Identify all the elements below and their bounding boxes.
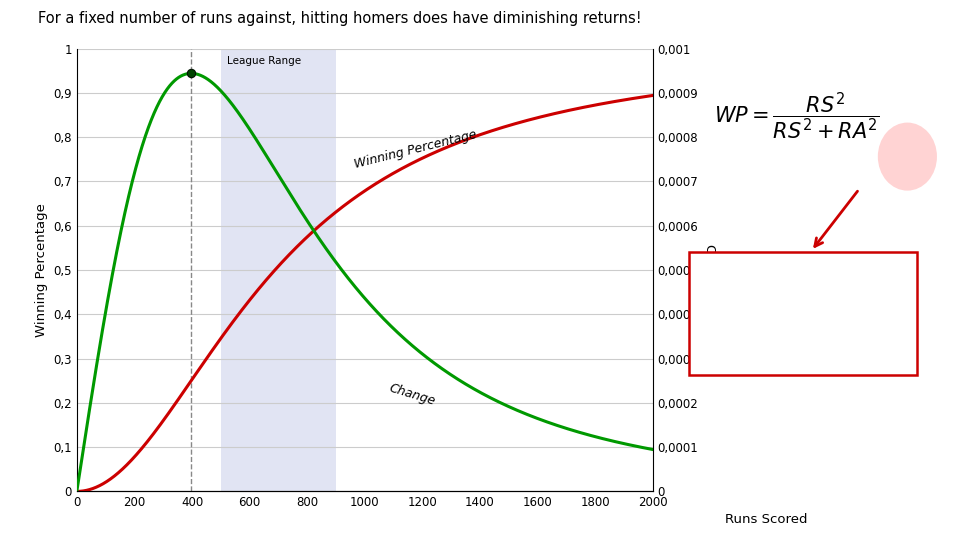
Text: Runs Scored: Runs Scored xyxy=(725,513,807,526)
Text: Change: Change xyxy=(388,382,438,408)
Bar xyxy=(221,49,336,491)
Y-axis label: Winning Percentage: Winning Percentage xyxy=(35,203,48,337)
Text: League Range: League Range xyxy=(227,56,300,66)
Text: league average: league average xyxy=(706,312,825,327)
Text: In 2015, the: In 2015, the xyxy=(706,277,798,292)
Ellipse shape xyxy=(877,123,937,191)
FancyBboxPatch shape xyxy=(688,252,917,375)
Text: was 688: was 688 xyxy=(706,347,769,362)
Y-axis label: Change: Change xyxy=(702,245,715,295)
Text: $\mathit{WP} = \dfrac{\mathit{RS}^2}{\mathit{RS}^2 + \mathit{RA}^2}$: $\mathit{WP} = \dfrac{\mathit{RS}^2}{\ma… xyxy=(714,90,879,142)
Text: For a fixed number of runs against, hitting homers does have diminishing returns: For a fixed number of runs against, hitt… xyxy=(38,11,642,26)
Text: Winning Percentage: Winning Percentage xyxy=(353,128,479,171)
